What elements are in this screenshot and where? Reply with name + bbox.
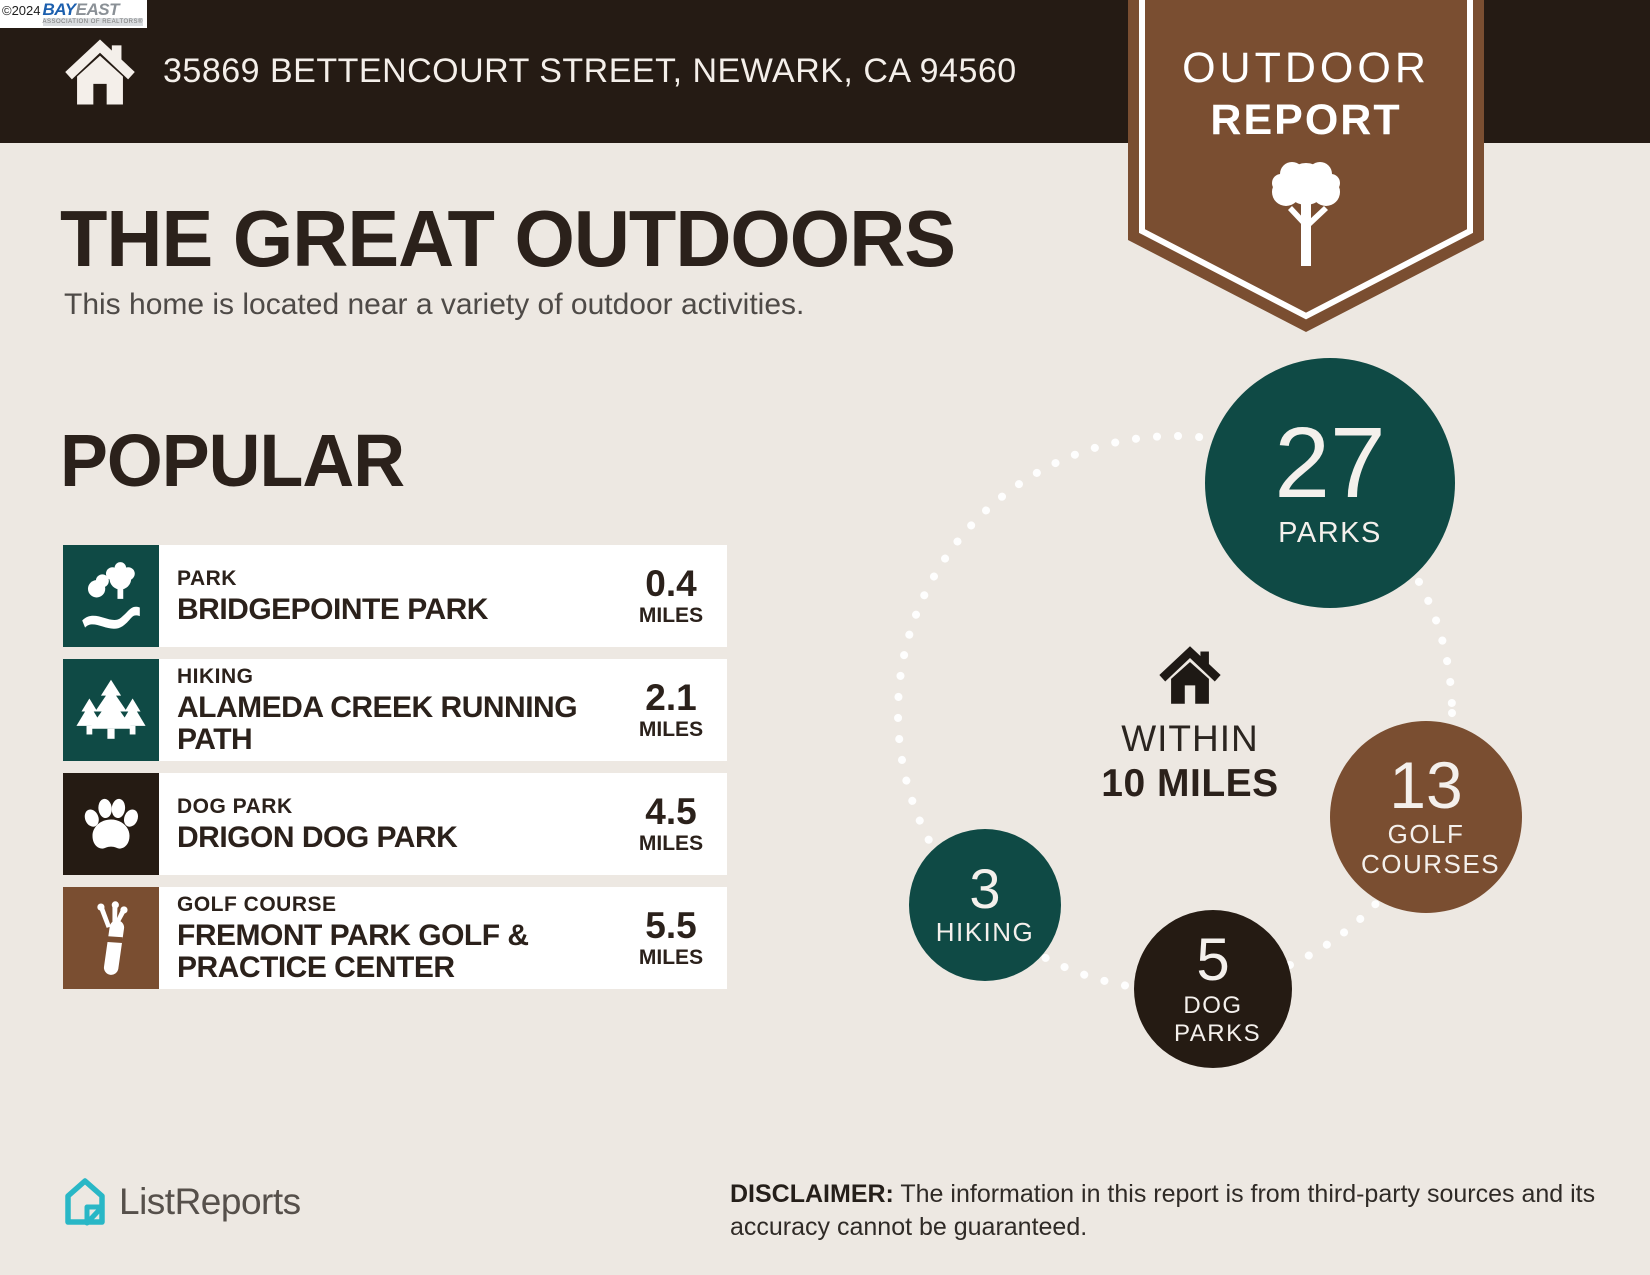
stat-label: HIKING [935,917,1035,948]
bayeast-logo-tagline: ASSOCIATION OF REALTORS® [42,18,143,26]
radius-center: WITHIN 10 MILES [1050,645,1330,806]
item-distance-unit: MILES [638,945,704,969]
stat-bubble-golf-courses: 13 GOLF COURSES [1330,721,1522,913]
stat-label: PARKS [1278,516,1382,549]
stat-bubble-dog-parks: 5 DOG PARKS [1134,910,1292,1068]
item-distance-unit: MILES [638,717,704,741]
stat-value: 5 [1196,925,1230,993]
list-item-dog-park: DOG PARK DRIGON DOG PARK 4.5 MILES [63,773,727,875]
stat-bubble-hiking: 3 HIKING [909,829,1061,981]
item-distance-unit: MILES [638,831,704,855]
stat-bubble-parks: 27 PARKS [1205,358,1455,608]
listreports-brand: ListReports [119,1181,301,1222]
outdoor-report-ribbon: OUTDOOR REPORT [1128,0,1484,334]
stat-value: 13 [1389,747,1463,822]
list-item-hiking: HIKING ALAMEDA CREEK RUNNING PATH 2.1 MI… [63,659,727,761]
ribbon-title-line1: OUTDOOR [1182,44,1430,92]
list-item-park: PARK BRIDGEPOINTE PARK 0.4 MILES [63,545,727,647]
stat-label: DOG PARKS [1174,991,1262,1047]
stat-label: GOLF COURSES [1361,819,1501,880]
item-name: ALAMEDA CREEK RUNNING PATH [177,690,578,756]
property-address: 35869 BETTENCOURT STREET, NEWARK, CA 945… [163,52,1017,90]
item-distance-unit: MILES [638,603,704,627]
home-icon [1159,646,1221,704]
listreports-house-icon [65,1178,105,1226]
dog-park-icon-tile [63,773,159,875]
disclaimer: DISCLAIMER: The information in this repo… [730,1178,1610,1244]
hiking-icon-tile [63,659,159,761]
item-distance: 2.1 [645,676,697,718]
popular-heading: POPULAR [60,419,405,502]
paw-icon [84,798,138,849]
popular-list: PARK BRIDGEPOINTE PARK 0.4 MILES [63,545,727,1001]
item-name: FREMONT PARK GOLF & PRACTICE CENTER [177,918,529,984]
radius-label-line1: WITHIN [1121,718,1259,759]
bayeast-watermark: ©2024 BAYEAST ASSOCIATION OF REALTORS® [0,0,147,28]
disclaimer-text: The information in this report is from t… [730,1180,1596,1241]
park-icon [82,562,140,629]
home-icon [65,39,135,105]
item-category: GOLF COURSE [177,892,337,916]
listreports-logo: ListReports [63,1176,301,1228]
item-distance: 0.4 [645,562,697,604]
radius-label-line2: 10 MILES [1101,762,1279,805]
watermark-copyright: ©2024 [2,3,41,18]
item-category: PARK [177,566,237,590]
item-distance: 4.5 [645,790,697,832]
bayeast-logo: BAYEAST ASSOCIATION OF REALTORS® [42,0,143,26]
ribbon-title-line2: REPORT [1210,96,1402,144]
item-distance: 5.5 [645,904,697,946]
item-name: BRIDGEPOINTE PARK [177,592,488,626]
pine-trees-icon [76,679,146,739]
item-category: HIKING [177,664,254,688]
dotted-radius-circle [894,432,1456,994]
stat-value: 3 [969,856,1001,920]
stat-value: 27 [1274,406,1386,519]
bayeast-logo-east: EAST [75,0,120,19]
list-item-golf: GOLF COURSE FREMONT PARK GOLF & PRACTICE… [63,887,727,989]
tree-icon [1272,162,1340,266]
disclaimer-label: DISCLAIMER: [730,1180,894,1208]
page-subtitle: This home is located near a variety of o… [64,288,805,321]
item-category: DOG PARK [177,794,293,818]
item-name: DRIGON DOG PARK [177,820,458,854]
page-title: THE GREAT OUTDOORS [60,194,956,283]
golf-icon-tile [63,887,159,989]
park-icon-tile [63,545,159,647]
golf-bag-icon [97,901,128,975]
bayeast-logo-bay: BAY [42,0,77,19]
